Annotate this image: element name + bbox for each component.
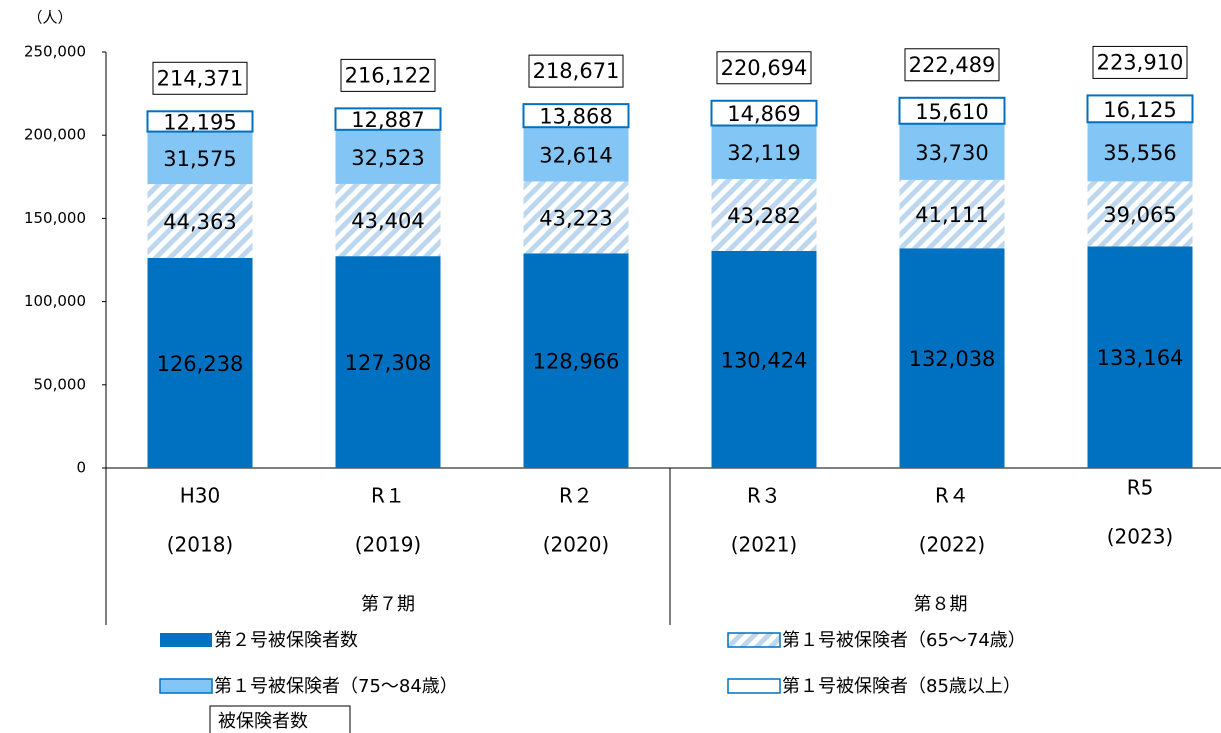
- value-label: 15,610: [915, 100, 988, 124]
- bar-segment: [147, 131, 253, 185]
- bar-segment: [523, 181, 629, 254]
- total-box: [340, 58, 436, 92]
- x-tick-label: R４: [935, 484, 969, 508]
- value-label: 33,730: [915, 141, 988, 165]
- value-label: 35,556: [1103, 141, 1176, 165]
- value-label: 32,119: [727, 141, 800, 165]
- bar-segment: [335, 183, 441, 257]
- value-label: 31,575: [163, 147, 236, 171]
- bar-segment: [899, 248, 1005, 468]
- value-label: 127,308: [345, 351, 432, 375]
- bar-segment: [523, 253, 629, 468]
- y-tick-label: 100,000: [24, 292, 86, 310]
- bar-segment: [1087, 181, 1193, 247]
- value-label: 39,065: [1103, 203, 1176, 227]
- bar-segment: [898, 96, 1006, 125]
- x-tick-label: R１: [371, 484, 405, 508]
- bar-segment: [1087, 246, 1193, 468]
- bar-segment: [147, 257, 253, 468]
- total-box: [716, 51, 812, 85]
- x-tick-sublabel: (2018): [167, 533, 234, 557]
- value-label: 130,424: [721, 348, 808, 372]
- x-tick-label: R２: [559, 484, 593, 508]
- value-label: 43,282: [727, 204, 800, 228]
- y-tick-label: 0: [76, 459, 86, 477]
- group-label: 第８期: [914, 594, 968, 615]
- legend-label: 第１号被保険者（85歳以上）: [782, 676, 1021, 697]
- bar-segment: [146, 110, 254, 133]
- value-label: 41,111: [915, 203, 988, 227]
- value-label: 12,195: [163, 110, 236, 134]
- value-label: 14,869: [727, 102, 800, 126]
- group-label: 第７期: [361, 594, 415, 615]
- bar-segment: [711, 250, 817, 468]
- x-tick-sublabel: (2020): [543, 533, 610, 557]
- x-tick-label: H30: [180, 484, 221, 508]
- bar-segment: [523, 127, 629, 182]
- value-label: 32,523: [351, 146, 424, 170]
- bar-segment: [899, 179, 1005, 249]
- bar-segment: [1087, 122, 1193, 182]
- value-label: 43,404: [351, 209, 424, 233]
- bar-segment: [899, 123, 1005, 180]
- legend-swatch: [159, 678, 213, 694]
- y-tick-label: 200,000: [24, 126, 86, 144]
- value-label: 43,223: [539, 206, 612, 230]
- bar-segment: [711, 125, 817, 179]
- bar-segment: [1086, 94, 1194, 124]
- total-box: [904, 48, 1000, 82]
- x-tick-sublabel: (2021): [731, 533, 798, 557]
- value-label: 32,614: [539, 143, 612, 167]
- x-tick-sublabel: (2023): [1107, 525, 1174, 549]
- bar-segment: [335, 256, 441, 468]
- y-unit: （人）: [27, 9, 72, 27]
- legend-total-label: 被保険者数: [218, 711, 308, 732]
- legend-swatch: [160, 633, 212, 647]
- bar-segment: [522, 103, 630, 129]
- value-label: 126,238: [157, 352, 244, 376]
- value-label: 12,887: [351, 108, 424, 132]
- legend-swatch: [727, 632, 781, 648]
- bar-segment: [710, 99, 818, 127]
- total-label: 223,910: [1097, 50, 1184, 74]
- legend-label: 第１号被保険者（65～74歳）: [782, 630, 1026, 651]
- total-label: 220,694: [721, 56, 808, 80]
- legend-label: 第２号被保険者数: [214, 630, 358, 651]
- bar-segment: [335, 129, 441, 184]
- legend-label: 第１号被保険者（75～84歳）: [214, 676, 458, 697]
- x-tick-label: R３: [747, 484, 781, 508]
- legend-total-box: [209, 705, 351, 733]
- x-tick-label: R5: [1127, 476, 1154, 500]
- y-tick-label: 250,000: [24, 43, 86, 61]
- legend-swatch: [727, 678, 781, 694]
- bar-segment: [711, 178, 817, 251]
- total-label: 222,489: [909, 53, 996, 77]
- value-label: 128,966: [533, 350, 620, 374]
- total-box: [1092, 45, 1188, 79]
- bar-segment: [147, 184, 253, 258]
- value-label: 132,038: [909, 347, 996, 371]
- total-label: 214,371: [157, 66, 244, 90]
- x-tick-sublabel: (2019): [355, 533, 422, 557]
- value-label: 44,363: [163, 210, 236, 234]
- y-tick-label: 50,000: [34, 375, 87, 393]
- y-tick-label: 150,000: [24, 209, 86, 227]
- value-label: 16,125: [1103, 98, 1176, 122]
- total-box: [528, 54, 624, 88]
- total-label: 218,671: [533, 59, 620, 83]
- bar-segment: [334, 107, 442, 131]
- value-label: 13,868: [539, 105, 612, 129]
- x-tick-sublabel: (2022): [919, 533, 986, 557]
- value-label: 133,164: [1097, 346, 1184, 370]
- total-label: 216,122: [345, 63, 432, 87]
- total-box: [152, 61, 248, 95]
